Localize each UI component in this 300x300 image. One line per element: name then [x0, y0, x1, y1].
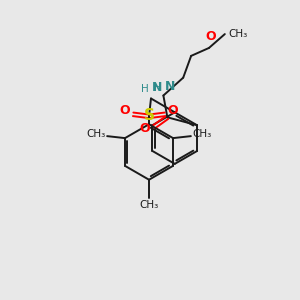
Text: H: H [154, 82, 161, 92]
Text: O: O [139, 122, 149, 135]
Text: CH₃: CH₃ [193, 129, 212, 139]
Text: S: S [143, 108, 155, 123]
Text: N: N [152, 80, 162, 94]
Text: CH₃: CH₃ [229, 29, 248, 39]
Text: N: N [164, 80, 175, 92]
Text: H: H [141, 83, 149, 94]
Text: O: O [168, 104, 178, 117]
Text: O: O [206, 30, 216, 43]
Text: CH₃: CH₃ [140, 200, 159, 209]
Text: O: O [120, 104, 130, 117]
Text: CH₃: CH₃ [86, 129, 105, 139]
